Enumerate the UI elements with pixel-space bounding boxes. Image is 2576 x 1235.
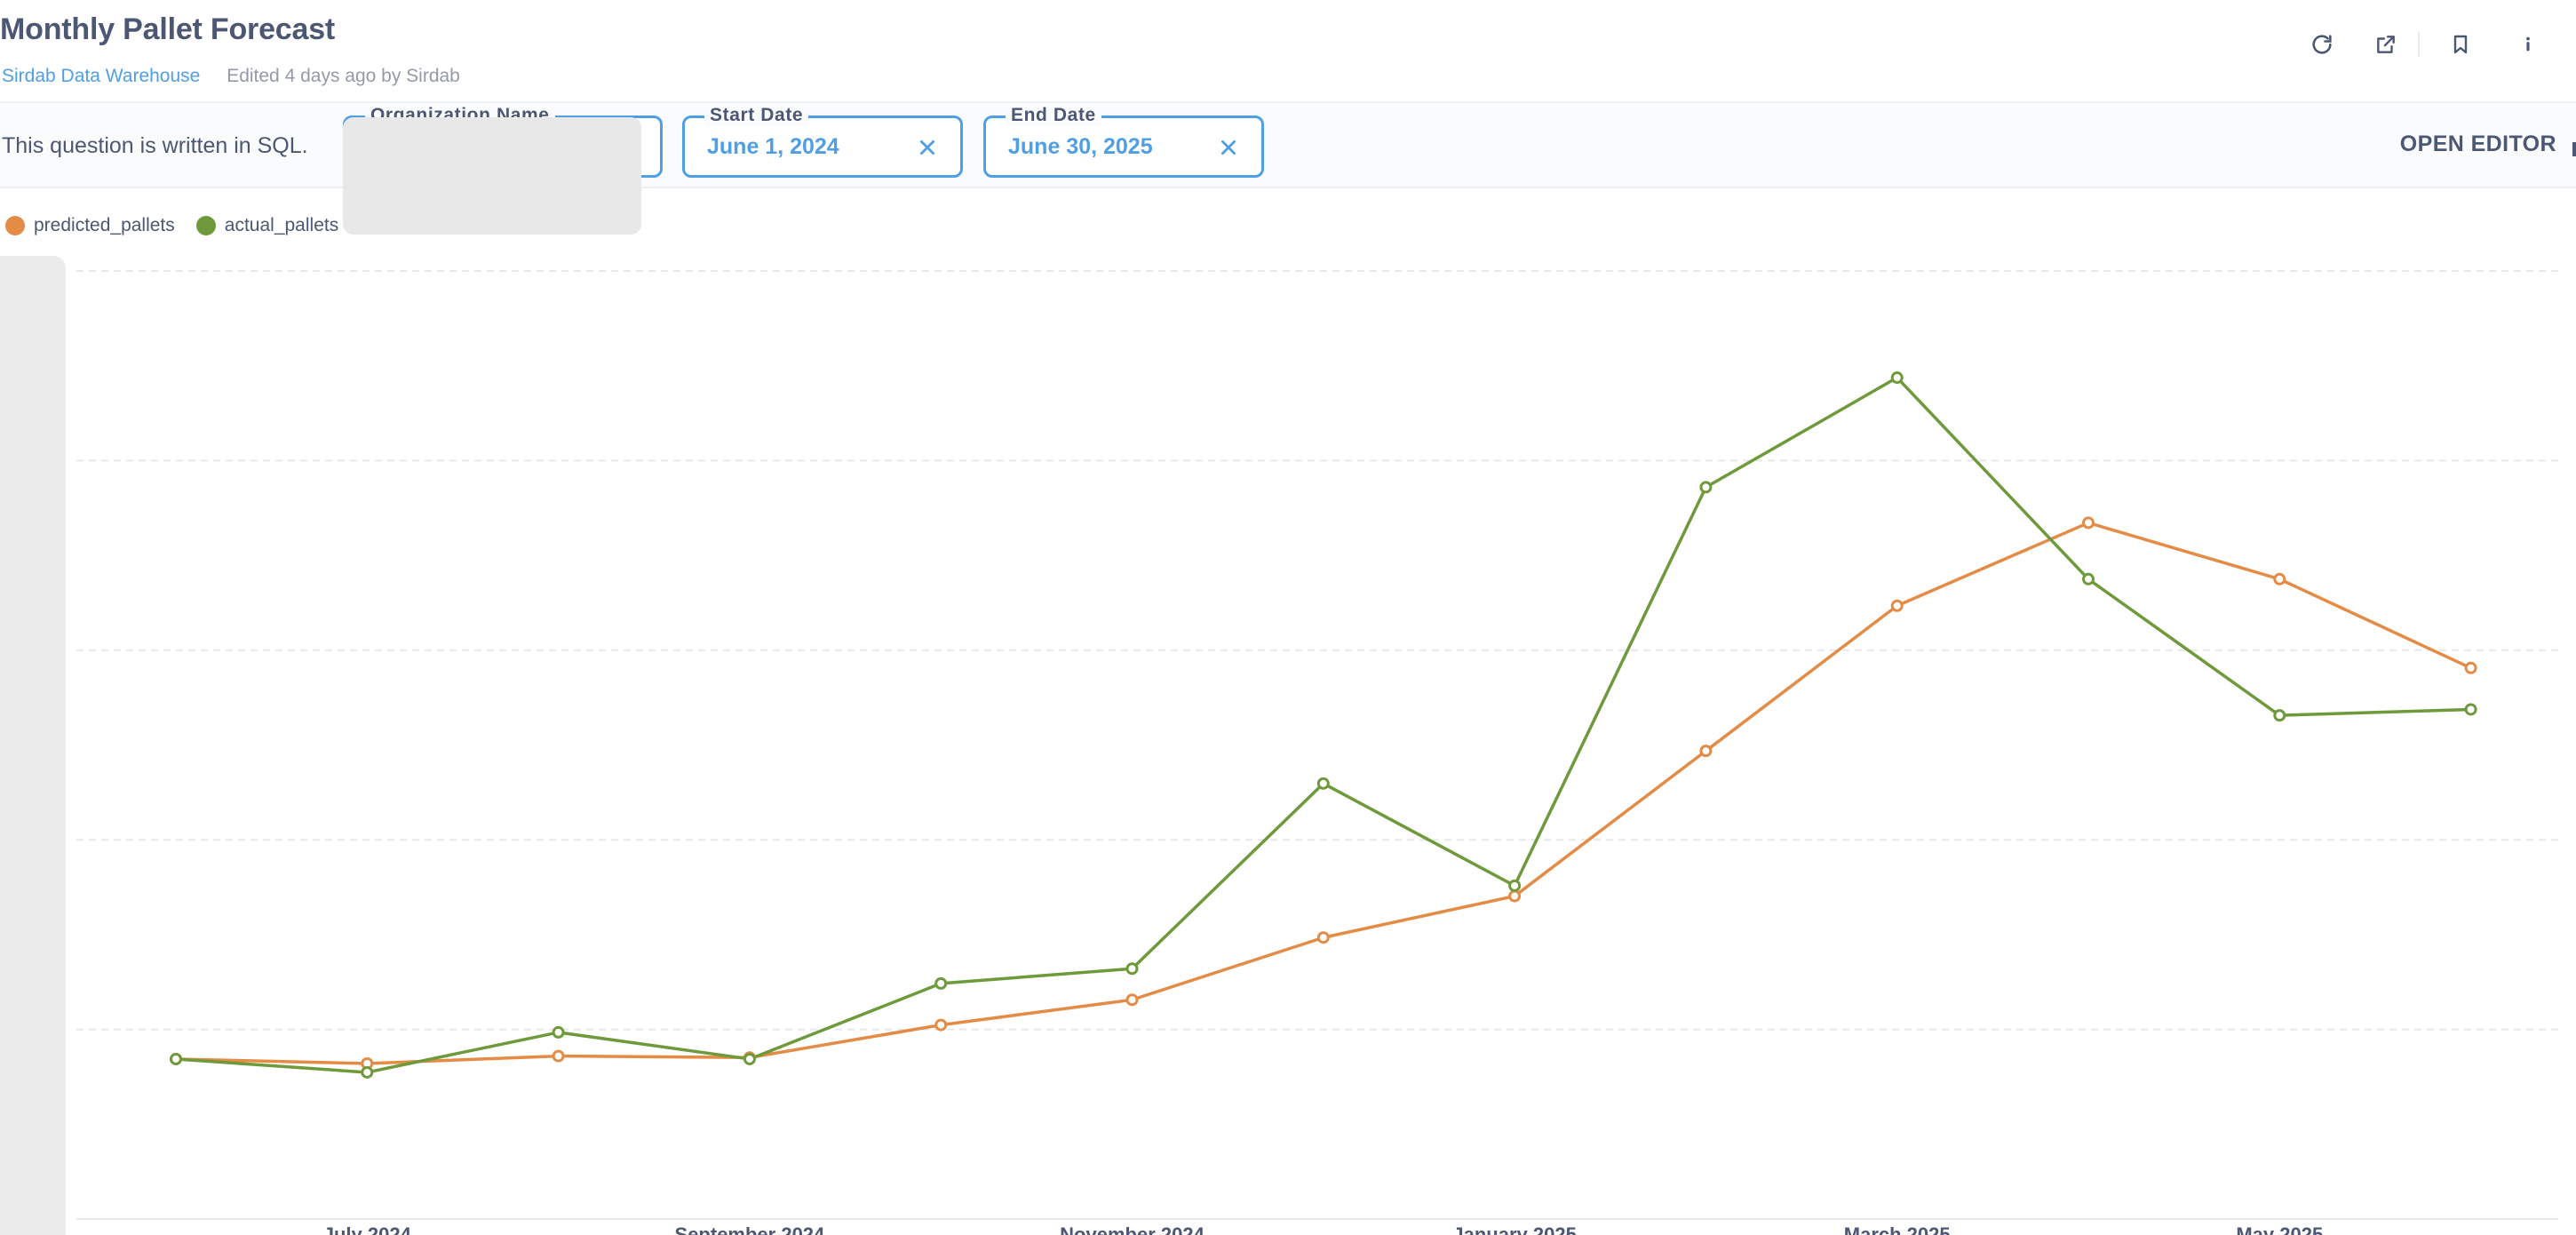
data-point-actual[interactable] xyxy=(1508,879,1522,892)
series-line-actual xyxy=(175,376,2471,1074)
x-tick-label: January 2025 xyxy=(1452,1223,1576,1235)
info-icon[interactable] xyxy=(2510,27,2546,62)
legend-dot-actual xyxy=(195,216,216,235)
y-axis-skeleton xyxy=(0,256,66,1235)
refresh-icon[interactable] xyxy=(2304,27,2340,62)
filter-value: June 1, 2024 xyxy=(707,134,839,159)
data-point-actual[interactable] xyxy=(170,1052,182,1065)
edited-info[interactable]: Edited 4 days ago by Sirdab xyxy=(227,66,460,86)
database-link[interactable]: Sirdab Data Warehouse xyxy=(2,66,201,86)
x-tick-label: March 2025 xyxy=(1844,1223,1951,1235)
data-point-predicted[interactable] xyxy=(1125,993,1139,1007)
data-point-predicted[interactable] xyxy=(1699,745,1713,758)
x-tick-label: July 2024 xyxy=(323,1223,412,1235)
question-meta: Sirdab Data Warehouse Edited 4 days ago … xyxy=(2,66,460,87)
data-point-actual[interactable] xyxy=(2273,709,2286,722)
close-icon[interactable] xyxy=(1217,136,1240,159)
bookmark-icon[interactable] xyxy=(2443,27,2478,62)
data-point-actual[interactable] xyxy=(1316,777,1330,790)
x-tick-label: September 2024 xyxy=(675,1223,826,1235)
data-point-actual[interactable] xyxy=(934,976,948,990)
data-point-predicted[interactable] xyxy=(2464,661,2477,674)
header-divider xyxy=(2418,32,2420,57)
close-icon[interactable] xyxy=(916,136,939,159)
filter-label: End Date xyxy=(1006,105,1101,126)
legend-item-actual[interactable]: actual_pallets xyxy=(195,215,339,236)
data-point-actual[interactable] xyxy=(552,1025,565,1039)
data-point-actual[interactable] xyxy=(1699,481,1713,494)
legend-item-predicted[interactable]: predicted_pallets xyxy=(5,215,175,236)
page-title: Monthly Pallet Forecast xyxy=(0,12,336,46)
data-point-predicted[interactable] xyxy=(1890,599,1904,612)
filter-value: June 30, 2025 xyxy=(1008,134,1153,159)
legend-label-predicted: predicted_pallets xyxy=(34,215,175,235)
share-icon[interactable] xyxy=(2368,27,2404,62)
data-point-actual[interactable] xyxy=(1890,371,1904,385)
data-point-predicted[interactable] xyxy=(2273,572,2286,586)
data-point-actual[interactable] xyxy=(2082,572,2095,586)
data-point-predicted[interactable] xyxy=(1508,889,1522,903)
data-point-actual[interactable] xyxy=(1125,962,1139,976)
chart-legend: predicted_pallets actual_pallets xyxy=(5,215,360,236)
data-point-predicted[interactable] xyxy=(552,1049,565,1063)
filter-start-date[interactable]: Start Date June 1, 2024 xyxy=(682,105,963,178)
edge-marker xyxy=(2572,142,2576,156)
filter-label: Start Date xyxy=(704,105,809,126)
redacted-block xyxy=(343,117,641,235)
x-tick-label: May 2025 xyxy=(2236,1223,2323,1235)
data-point-predicted[interactable] xyxy=(2082,516,2095,530)
data-point-predicted[interactable] xyxy=(934,1018,948,1032)
data-point-predicted[interactable] xyxy=(1316,931,1330,944)
x-tick-label: November 2024 xyxy=(1060,1223,1205,1235)
data-point-actual[interactable] xyxy=(361,1065,374,1079)
filter-end-date[interactable]: End Date June 30, 2025 xyxy=(983,105,1264,178)
legend-label-actual: actual_pallets xyxy=(224,215,339,235)
legend-dot-predicted xyxy=(5,216,25,235)
data-point-actual[interactable] xyxy=(2464,703,2477,716)
series-line-predicted xyxy=(175,521,2472,1065)
open-editor-button[interactable]: OPEN EDITOR xyxy=(2399,131,2556,156)
data-point-actual[interactable] xyxy=(743,1052,756,1065)
sql-note: This question is written in SQL. xyxy=(2,133,308,158)
